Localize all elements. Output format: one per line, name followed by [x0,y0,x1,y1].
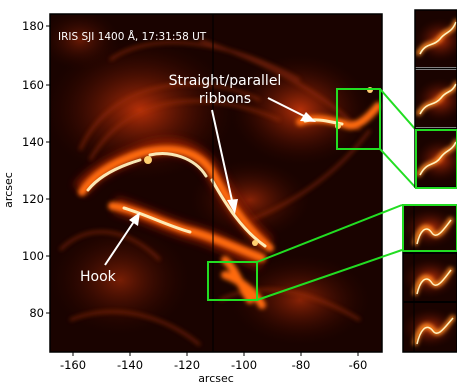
y-tick-100: 100 [22,249,44,263]
zoom-panel-6 [403,303,457,352]
zoom-panels-lower [402,204,457,353]
arrowhead-ribbon-right [300,112,316,122]
x-axis: -160 -140 -120 -100 -80 -60 arcsec [60,352,368,385]
x-tick-neg140: -140 [117,358,143,372]
main-image [50,14,382,352]
annotation-ribbons-line2: ribbons [199,91,251,107]
x-tick-neg60: -60 [349,358,368,372]
y-tick-140: 140 [22,135,44,149]
annotation-ribbons-line1: Straight/parallel [169,73,282,89]
y-tick-160: 160 [22,78,44,92]
zoom-panels-upper [414,9,457,189]
annotation-hook: Hook [80,269,117,285]
y-tick-180: 180 [22,19,44,33]
x-tick-neg80: -80 [292,358,311,372]
x-tick-neg100: -100 [231,358,257,372]
zoom-highlight-upper [415,129,457,189]
arrow-to-ribbon-center [211,109,234,206]
zoom-panel-4 [403,205,457,252]
image-caption: IRIS SJI 1400 Å, 17:31:58 UT [58,30,207,43]
y-tick-120: 120 [22,192,44,206]
arrowhead-hook [129,212,140,226]
highlight-box-lower [207,261,258,301]
zoom-panel-2 [415,70,457,127]
x-tick-neg160: -160 [60,358,86,372]
zoom-connectors [256,88,417,301]
arrow-to-hook [104,219,136,266]
y-axis: 180 160 140 120 100 80 arcsec [2,19,50,320]
zoom-highlight-lower [402,204,457,252]
arrow-to-ribbon-right [267,97,309,119]
x-tick-neg120: -120 [174,358,200,372]
annotation-arrows [104,97,316,266]
y-tick-80: 80 [29,306,44,320]
zoom-panel-1 [415,10,457,67]
highlight-box-upper [336,88,381,150]
zoom-panel-5 [403,254,457,301]
x-axis-label: arcsec [198,372,234,383]
zoom-panel-3 [415,130,457,187]
main-image-frame [49,13,383,353]
y-axis-label: arcsec [2,172,15,208]
arrowhead-ribbon-center [227,199,238,214]
